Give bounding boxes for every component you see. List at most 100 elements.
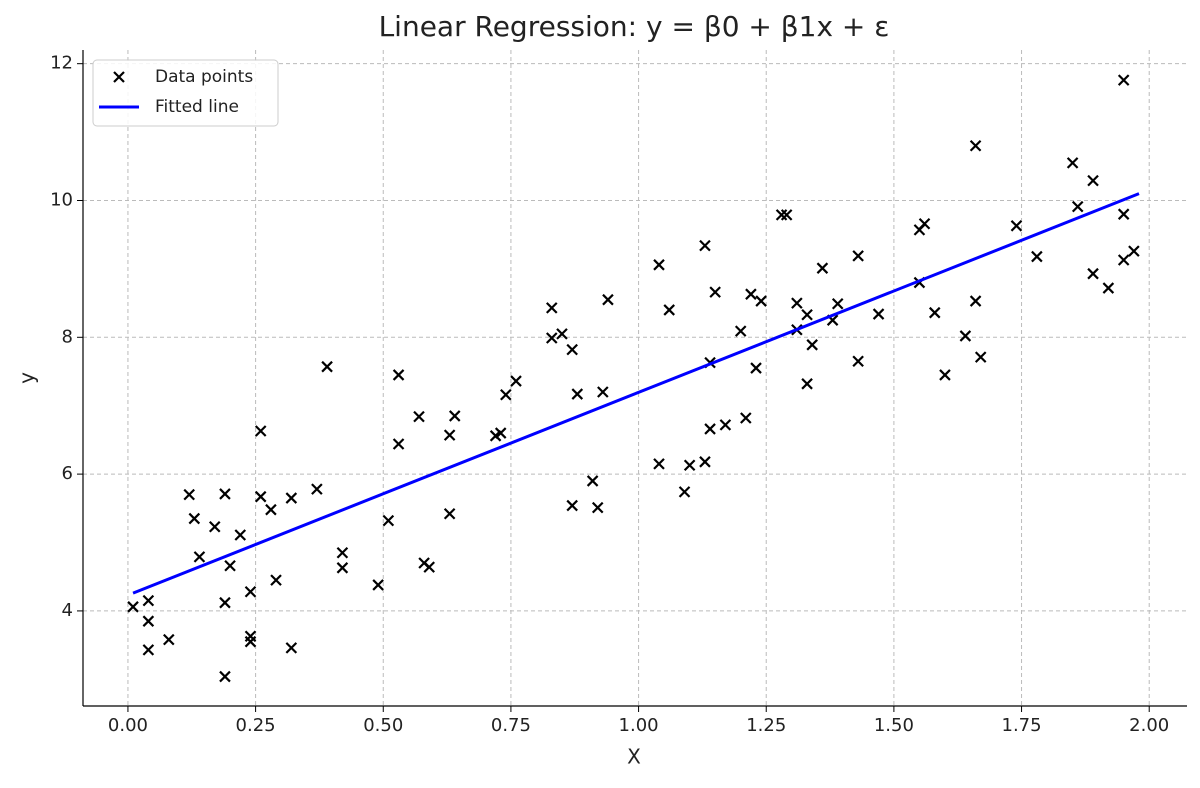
data-point [653, 458, 665, 470]
data-point [1087, 267, 1099, 280]
data-point [1087, 174, 1099, 187]
data-point [872, 308, 885, 320]
data-point [224, 559, 236, 572]
legend-swatch [113, 71, 125, 83]
data-point [556, 328, 568, 340]
data-point [1128, 245, 1140, 257]
data-point [244, 585, 257, 598]
data-point [1117, 208, 1130, 220]
data-point [750, 362, 762, 374]
data-point [142, 644, 155, 656]
data-point [265, 503, 277, 516]
data-point [969, 295, 982, 307]
data-point [183, 488, 195, 501]
data-point [852, 250, 864, 262]
x-tick-label: 1.50 [874, 715, 914, 736]
data-point [321, 360, 333, 373]
data-point [392, 369, 405, 381]
data-point [163, 633, 175, 646]
data-point [663, 304, 675, 316]
data-point [244, 635, 257, 648]
data-point [219, 670, 231, 683]
data-point [586, 475, 599, 487]
y-tick-label: 10 [50, 189, 73, 210]
x-tick-label: 0.00 [108, 715, 148, 736]
data-point [234, 529, 247, 541]
data-point [653, 259, 665, 271]
data-point [1071, 200, 1084, 213]
x-tick-label: 0.50 [363, 715, 403, 736]
data-point [566, 499, 578, 512]
y-tick-label: 4 [62, 600, 73, 621]
data-point [443, 508, 456, 520]
data-point [591, 501, 604, 514]
data-point [683, 459, 696, 471]
data-point [285, 492, 298, 504]
y-tick-label: 6 [62, 463, 73, 484]
data-point [740, 412, 752, 424]
data-point [831, 298, 844, 310]
data-point [193, 551, 206, 563]
data-point [188, 512, 201, 525]
data-point [142, 594, 155, 607]
data-point [928, 306, 941, 319]
data-point [791, 297, 803, 309]
data-point [413, 410, 425, 423]
data-point [254, 490, 267, 503]
chart-title: Linear Regression: y = β0 + β1x + ε [379, 10, 890, 43]
data-point [918, 217, 931, 230]
x-tick-label: 0.75 [491, 715, 531, 736]
data-point [382, 514, 395, 527]
data-point [775, 209, 788, 221]
data-point [734, 325, 747, 337]
data-point [208, 521, 221, 533]
data-point [219, 596, 231, 609]
data-point [423, 561, 435, 573]
x-tick-label: 1.75 [1002, 715, 1042, 736]
data-point [969, 139, 982, 152]
data-point [780, 209, 793, 221]
data-point [1117, 74, 1130, 86]
x-tick-label: 1.00 [619, 715, 659, 736]
data-point [699, 456, 711, 468]
x-tick-label: 2.00 [1129, 715, 1169, 736]
data-point [254, 425, 267, 437]
x-tick-label: 0.25 [236, 715, 276, 736]
data-point [852, 355, 864, 368]
data-point [270, 574, 282, 586]
data-point [443, 429, 456, 441]
data-point [745, 288, 757, 300]
data-point [974, 351, 987, 363]
legend: Data points Fitted line [92, 59, 279, 127]
data-point [336, 562, 349, 574]
data-point [699, 239, 711, 252]
data-point [602, 293, 614, 306]
legend-label: Fitted line [155, 97, 239, 117]
data-point [719, 419, 732, 431]
data-point [571, 388, 584, 400]
data-point [1010, 220, 1023, 232]
x-axis-label: X [627, 745, 641, 769]
y-axis-label: y [15, 372, 39, 384]
data-point [806, 339, 818, 351]
data-point [545, 332, 558, 344]
data-point [704, 423, 716, 435]
y-tick-label: 8 [62, 326, 73, 347]
data-point [545, 302, 558, 314]
data-point [1031, 250, 1043, 263]
fitted-line [132, 192, 1140, 595]
data-point [336, 546, 349, 559]
data-point [1102, 282, 1115, 294]
data-point [285, 642, 298, 654]
data-point [510, 375, 522, 387]
data-point [127, 601, 139, 613]
data-point [939, 369, 951, 381]
data-point [816, 262, 829, 274]
data-point [392, 438, 405, 450]
y-tick-label: 12 [50, 53, 73, 74]
data-point [709, 286, 721, 298]
legend-label: Data points [155, 67, 253, 87]
data-point [219, 488, 231, 500]
